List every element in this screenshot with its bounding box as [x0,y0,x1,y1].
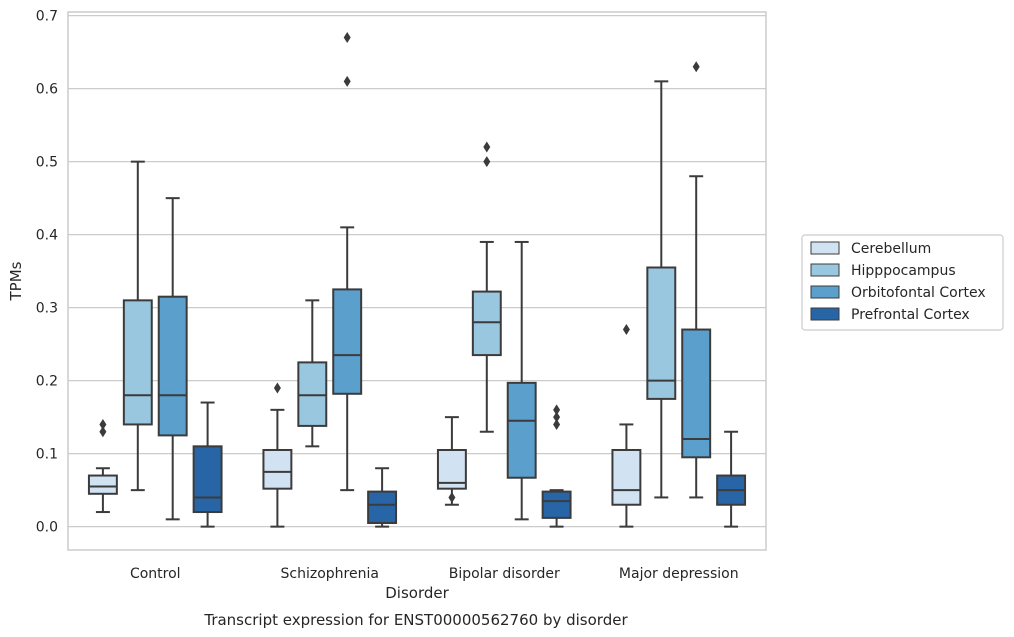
box-prefrontal-cortex [367,467,398,528]
iqr-box [541,490,572,519]
boxes [87,32,747,528]
box-prefrontal-cortex [541,404,572,528]
y-tick-label: 0.4 [36,228,58,244]
x-tick-label: Schizophrenia [281,566,379,582]
iqr-box [471,290,502,357]
iqr-box [611,448,642,506]
box-hipppocampus [471,141,502,433]
legend-label: Prefrontal Cortex [851,307,970,323]
outlier-point [553,404,561,416]
x-tick-labels: Control Schizophrenia Bipolar disorder Majo… [130,566,739,582]
legend: Cerebellum Hipppocampus Orbitofontal Corte… [801,234,1004,331]
box-cerebellum [611,324,642,528]
box-orbitofontal-cortex [681,61,712,499]
box-hipppocampus [646,80,677,499]
box-cerebellum [436,416,467,506]
box-orbitofontal-cortex [332,32,363,492]
iqr-box [297,361,328,427]
iqr-box [262,448,293,490]
x-tick-label: Bipolar disorder [449,566,560,582]
legend-item: Prefrontal Cortex [810,307,970,323]
box-hipppocampus [122,160,153,492]
legend-swatch [810,241,840,255]
outlier-point [99,426,107,438]
y-tick-labels: 0.0 0.1 0.2 0.3 0.4 0.5 0.6 0.7 [36,9,58,536]
legend-swatch [810,285,840,299]
box-hipppocampus [297,299,328,448]
legend-swatch [810,307,840,321]
outlier-point [343,32,351,44]
outlier-point [692,61,700,73]
legend-item: Orbitofontal Cortex [810,285,986,301]
x-tick-label: Control [130,566,181,582]
outlier-point [448,491,456,503]
y-axis-label: TPMs [7,261,25,301]
iqr-box [332,288,363,395]
y-tick-label: 0.6 [36,82,58,98]
y-tick-label: 0.7 [36,9,58,25]
legend-label: Orbitofontal Cortex [851,285,986,301]
y-tick-label: 0.0 [36,520,58,536]
box-orbitofontal-cortex [506,240,537,521]
y-tick-label: 0.2 [36,374,58,390]
outlier-point [553,411,561,423]
outlier-point [273,382,281,394]
legend-swatch [810,263,840,277]
iqr-box [157,295,188,437]
y-tick-label: 0.5 [36,155,58,171]
iqr-box [646,266,677,400]
outlier-point [99,418,107,430]
iqr-box [192,445,223,514]
chart-title: Transcript expression for ENST0000056276… [203,611,628,629]
legend-item: Cerebellum [810,241,931,257]
outlier-point [343,75,351,87]
x-tick-label: Major depression [619,566,739,582]
legend-frame [801,234,1004,331]
iqr-box [681,328,712,459]
x-axis-label: Disorder [385,584,449,602]
box-orbitofontal-cortex [157,197,188,521]
box-prefrontal-cortex [192,401,223,528]
legend-item: Hipppocampus [810,263,956,279]
legend-label: Cerebellum [851,241,931,257]
legend-label: Hipppocampus [851,263,956,279]
plot-frame [67,11,767,551]
iqr-box [367,490,398,524]
outlier-point [483,141,491,153]
iqr-box [506,381,537,479]
iqr-box [87,474,118,495]
box-cerebellum [262,382,293,528]
y-tick-label: 0.1 [36,447,58,463]
outlier-point [553,418,561,430]
outlier-point [622,324,630,336]
outlier-point [483,156,491,168]
box-cerebellum [87,418,118,514]
y-tick-label: 0.3 [36,301,58,317]
box-prefrontal-cortex [716,430,747,528]
iqr-box [122,299,153,426]
